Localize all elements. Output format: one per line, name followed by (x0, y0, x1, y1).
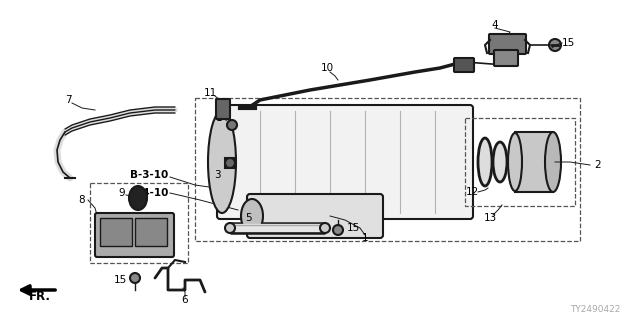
Ellipse shape (129, 186, 147, 210)
Text: 8: 8 (79, 195, 85, 205)
Text: 9: 9 (118, 188, 125, 198)
FancyBboxPatch shape (454, 58, 474, 72)
FancyBboxPatch shape (489, 34, 526, 54)
Text: 15: 15 (113, 275, 127, 285)
Text: TY2490422: TY2490422 (570, 305, 620, 314)
Text: 4: 4 (492, 20, 499, 30)
Circle shape (225, 158, 235, 168)
Bar (100, 218, 132, 246)
Text: 2: 2 (595, 160, 602, 170)
Bar (135, 218, 167, 246)
Bar (90, 183, 188, 263)
Circle shape (333, 225, 343, 235)
Bar (465, 118, 575, 206)
Circle shape (549, 39, 561, 51)
Ellipse shape (208, 111, 236, 213)
Bar (195, 98, 580, 241)
Text: 7: 7 (65, 95, 71, 105)
Text: FR.: FR. (29, 290, 51, 303)
Ellipse shape (508, 133, 522, 191)
Ellipse shape (545, 132, 561, 192)
FancyBboxPatch shape (247, 194, 383, 238)
Text: 15: 15 (561, 38, 575, 48)
FancyBboxPatch shape (494, 50, 518, 66)
Text: 5: 5 (244, 213, 252, 223)
Circle shape (227, 120, 237, 130)
FancyBboxPatch shape (95, 213, 174, 257)
Circle shape (130, 273, 140, 283)
Text: 1: 1 (362, 233, 368, 243)
Text: 3: 3 (214, 170, 220, 180)
Text: 13: 13 (483, 213, 497, 223)
Text: 11: 11 (204, 88, 216, 98)
FancyBboxPatch shape (217, 105, 473, 219)
Ellipse shape (493, 142, 507, 182)
Bar (225, 158, 235, 168)
Text: B-3-10: B-3-10 (130, 170, 168, 180)
Ellipse shape (241, 199, 263, 233)
FancyBboxPatch shape (216, 99, 230, 119)
Ellipse shape (320, 223, 330, 233)
Text: 10: 10 (321, 63, 333, 73)
Text: 14: 14 (216, 113, 228, 123)
Text: 6: 6 (182, 295, 188, 305)
Text: B-4-10: B-4-10 (130, 188, 168, 198)
Text: 12: 12 (465, 187, 479, 197)
Text: 15: 15 (346, 223, 360, 233)
Ellipse shape (478, 138, 492, 186)
Ellipse shape (225, 223, 235, 233)
Bar (515, 132, 553, 192)
